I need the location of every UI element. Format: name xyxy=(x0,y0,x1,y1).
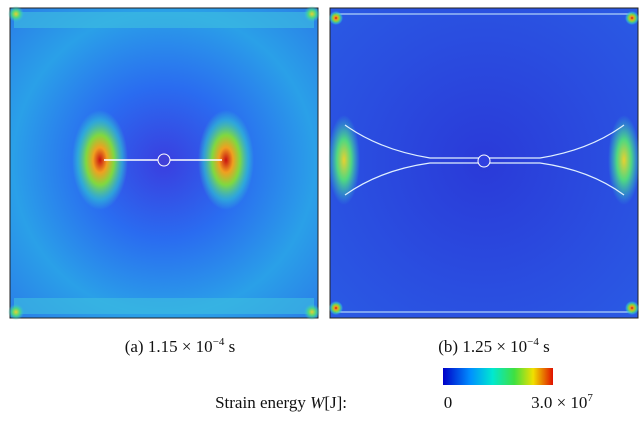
colorbar xyxy=(443,368,553,385)
caption-a: (a) 1.15 × 10−4 s xyxy=(125,330,236,356)
colorbar-max: 3.0 × 107 xyxy=(531,392,593,412)
caption-unit: s xyxy=(543,337,550,356)
caption-time: 1.15 × 10 xyxy=(148,337,213,356)
colorbar-min: 0 xyxy=(444,393,453,412)
caption-label: (a) xyxy=(125,337,144,356)
panel-b xyxy=(328,7,640,319)
colorbar-max-exponent: 7 xyxy=(587,392,593,404)
colorbar-symbol: W xyxy=(310,393,326,412)
colorbar-unit: [J]: xyxy=(324,393,347,412)
caption-time: 1.25 × 10 xyxy=(462,337,527,356)
caption-exponent: −4 xyxy=(213,336,225,348)
colorbar-title: Strain energy W[J]: xyxy=(215,393,347,412)
caption-b: (b) 1.25 × 10−4 s xyxy=(438,330,550,356)
panel-a xyxy=(8,6,320,320)
colorbar-title-text: Strain energy xyxy=(215,393,306,412)
colorbar-max-base: 3.0 × 10 xyxy=(531,393,587,412)
caption-label: (b) xyxy=(438,337,458,356)
caption-unit: s xyxy=(229,337,236,356)
caption-exponent: −4 xyxy=(527,336,539,348)
